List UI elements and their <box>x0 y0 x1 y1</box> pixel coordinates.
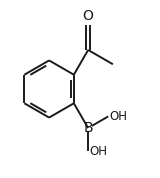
Text: OH: OH <box>110 110 128 123</box>
Text: O: O <box>83 9 94 23</box>
Text: OH: OH <box>90 145 108 158</box>
Text: B: B <box>83 121 93 135</box>
